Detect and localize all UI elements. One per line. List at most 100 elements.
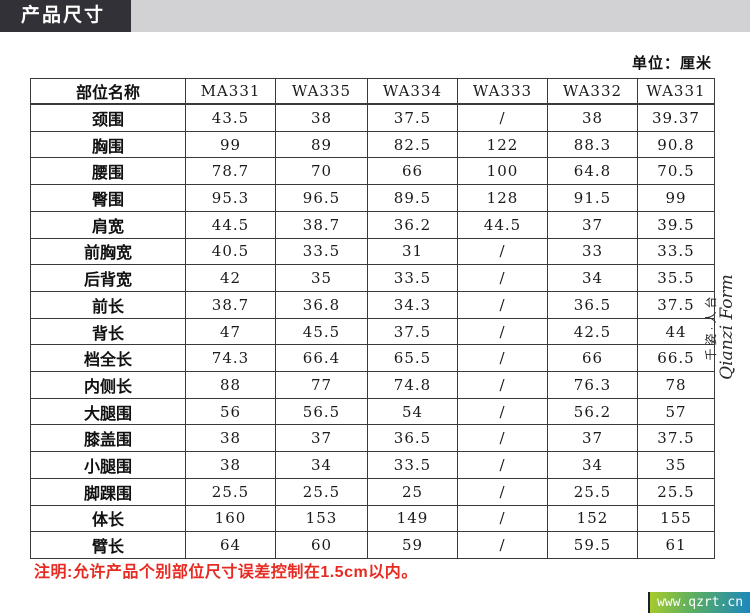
- size-value-cell: 34: [547, 451, 638, 479]
- size-value-cell: 33.5: [275, 237, 368, 266]
- row-label: 颈围: [30, 103, 186, 132]
- page-title: 产品尺寸: [0, 0, 131, 32]
- size-value-cell: 47: [185, 317, 276, 346]
- size-value-cell: /: [457, 290, 548, 319]
- row-label: 后背宽: [30, 264, 186, 292]
- table-row: 脚踝围 25.5 25.5 25/25.5 25.5: [30, 477, 715, 506]
- size-value-cell: 70: [275, 157, 368, 186]
- size-value-cell: 89: [275, 130, 368, 159]
- size-value-cell: 54: [367, 397, 458, 426]
- size-value-cell: 65.5: [367, 344, 458, 373]
- size-table-body: 颈围 43.5 38 37.5/38 39.37 胸围 99 89 82.5 122 88.3 90.…: [30, 103, 715, 559]
- size-value-cell: 56.2: [547, 397, 638, 426]
- size-value-cell: 25.5: [547, 477, 638, 506]
- size-value-cell: 90.8: [637, 130, 715, 159]
- col-header-model: WA332: [547, 78, 638, 105]
- row-label: 档全长: [30, 344, 186, 373]
- table-row: 胸围 99 89 82.5 122 88.3 90.8: [30, 130, 715, 159]
- tolerance-note: 注明:允许产品个别部位尺寸误差控制在1.5cm以内。: [34, 564, 418, 581]
- size-value-cell: /: [457, 451, 548, 479]
- size-value-cell: /: [457, 397, 548, 426]
- unit-label: 单位：厘米: [631, 55, 712, 72]
- size-value-cell: 42.5: [547, 317, 638, 346]
- size-value-cell: 43.5: [185, 103, 276, 132]
- table-row: 大腿围 56 56.5 54/56.2 57: [30, 397, 715, 426]
- size-value-cell: 78.7: [185, 157, 276, 186]
- size-value-cell: 25.5: [275, 477, 368, 506]
- table-row: 背长 47 45.5 37.5/42.5 44: [30, 317, 715, 346]
- size-table-head-row: 部位名称 MA331 WA335 WA334 WA333 WA332 WA331: [30, 78, 715, 105]
- size-value-cell: 37.5: [367, 103, 458, 132]
- size-value-cell: 66.4: [275, 344, 368, 373]
- size-value-cell: 25.5: [185, 477, 276, 506]
- row-label: 小腿围: [30, 451, 186, 479]
- size-value-cell: 64: [185, 531, 276, 559]
- row-label: 大腿围: [30, 397, 186, 426]
- size-value-cell: 38: [185, 451, 276, 479]
- size-value-cell: 99: [637, 184, 715, 212]
- size-value-cell: 39.5: [637, 210, 715, 239]
- size-value-cell: 37.5: [367, 317, 458, 346]
- size-value-cell: 34.3: [367, 290, 458, 319]
- size-value-cell: 33.5: [637, 237, 715, 266]
- row-label: 脚踝围: [30, 477, 186, 506]
- table-row: 前长 38.7 36.8 34.3/36.5 37.5: [30, 290, 715, 319]
- size-value-cell: /: [457, 264, 548, 292]
- size-value-cell: 99: [185, 130, 276, 159]
- size-value-cell: 25: [367, 477, 458, 506]
- size-value-cell: /: [457, 371, 548, 399]
- size-value-cell: 59.5: [547, 531, 638, 559]
- size-value-cell: 37.5: [637, 424, 715, 453]
- table-row: 肩宽 44.5 38.7 36.2 44.5 37 39.5: [30, 210, 715, 239]
- size-value-cell: 77: [275, 371, 368, 399]
- size-value-cell: 37.5: [637, 290, 715, 319]
- url-watermark: www.qzrt.cn: [648, 592, 750, 613]
- size-value-cell: 42: [185, 264, 276, 292]
- size-value-cell: 70.5: [637, 157, 715, 186]
- col-header-model: MA331: [185, 78, 276, 105]
- size-value-cell: 34: [547, 264, 638, 292]
- table-row: 臂长 64 60 59/59.5 61: [30, 531, 715, 559]
- size-value-cell: 40.5: [185, 237, 276, 266]
- size-value-cell: 45.5: [275, 317, 368, 346]
- size-value-cell: 89.5: [367, 184, 458, 212]
- size-value-cell: 38: [185, 424, 276, 453]
- size-value-cell: /: [457, 531, 548, 559]
- size-value-cell: 153: [275, 504, 368, 533]
- size-value-cell: 36.5: [367, 424, 458, 453]
- size-value-cell: 25.5: [637, 477, 715, 506]
- size-value-cell: 88: [185, 371, 276, 399]
- size-value-cell: /: [457, 237, 548, 266]
- row-label: 内侧长: [30, 371, 186, 399]
- size-value-cell: 37: [547, 424, 638, 453]
- row-label: 体长: [30, 504, 186, 533]
- size-value-cell: 88.3: [547, 130, 638, 159]
- table-row: 档全长 74.3 66.4 65.5/66 66.5: [30, 344, 715, 373]
- size-value-cell: 35: [637, 451, 715, 479]
- size-value-cell: 60: [275, 531, 368, 559]
- col-header-part-name: 部位名称: [30, 78, 186, 105]
- size-value-cell: 66: [367, 157, 458, 186]
- row-label: 臀围: [30, 184, 186, 212]
- size-value-cell: 78: [637, 371, 715, 399]
- col-header-model: WA333: [457, 78, 548, 105]
- row-label: 前长: [30, 290, 186, 319]
- size-table: 部位名称 MA331 WA335 WA334 WA333 WA332 WA331 颈围 43.…: [30, 78, 715, 559]
- size-value-cell: 160: [185, 504, 276, 533]
- size-value-cell: /: [457, 504, 548, 533]
- table-row: 前胸宽 40.5 33.5 31/33 33.5: [30, 237, 715, 266]
- row-label: 背长: [30, 317, 186, 346]
- size-value-cell: 34: [275, 451, 368, 479]
- col-header-model: WA331: [637, 78, 715, 105]
- size-value-cell: 37: [275, 424, 368, 453]
- size-value-cell: 33.5: [367, 451, 458, 479]
- size-value-cell: 38.7: [185, 290, 276, 319]
- size-value-cell: 38.7: [275, 210, 368, 239]
- col-header-model: WA334: [367, 78, 458, 105]
- size-value-cell: 33: [547, 237, 638, 266]
- row-label: 腰围: [30, 157, 186, 186]
- size-value-cell: 66: [547, 344, 638, 373]
- side-watermark-en: Qianzi Form: [717, 274, 738, 380]
- col-header-model: WA335: [275, 78, 368, 105]
